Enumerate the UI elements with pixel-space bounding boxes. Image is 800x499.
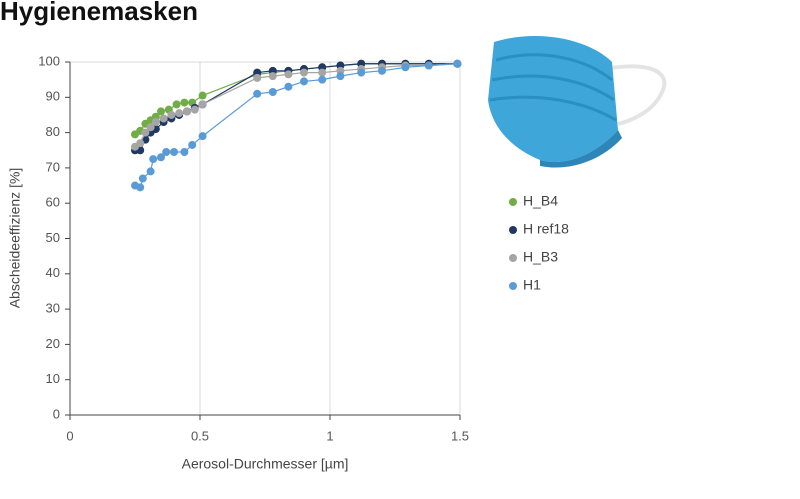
trend-line bbox=[134, 63, 458, 152]
legend-marker bbox=[509, 226, 517, 234]
y-tick-label: 90 bbox=[46, 89, 60, 104]
data-point bbox=[151, 118, 160, 127]
data-point bbox=[180, 148, 189, 157]
data-point bbox=[138, 174, 147, 183]
data-point bbox=[180, 98, 189, 107]
y-tick-label: 80 bbox=[46, 124, 60, 139]
y-tick-label: 100 bbox=[38, 53, 60, 68]
data-point bbox=[159, 114, 168, 123]
data-point bbox=[284, 70, 293, 79]
data-point bbox=[170, 148, 178, 157]
legend-marker bbox=[509, 282, 517, 290]
legend: H_B4 H ref18 H_B3 H1 bbox=[509, 193, 569, 293]
x-tick-label: 0.5 bbox=[191, 428, 209, 443]
data-point bbox=[378, 66, 386, 75]
legend-label: H_B3 bbox=[523, 249, 558, 265]
data-point bbox=[162, 148, 171, 157]
y-tick-label: 60 bbox=[46, 195, 60, 210]
data-point bbox=[172, 100, 181, 109]
data-point bbox=[188, 140, 197, 149]
legend-marker bbox=[509, 254, 517, 262]
x-tick-label: 1 bbox=[326, 428, 333, 443]
x-axis-title: Aerosol-Durchmesser [µm] bbox=[182, 456, 349, 472]
y-tick-label: 30 bbox=[46, 301, 60, 316]
data-point bbox=[318, 75, 327, 84]
data-point bbox=[453, 59, 462, 68]
y-tick-label: 70 bbox=[46, 159, 60, 174]
y-tick-label: 20 bbox=[46, 336, 60, 351]
data-point bbox=[136, 183, 145, 192]
data-point bbox=[424, 61, 433, 70]
y-tick-label: 40 bbox=[46, 265, 60, 280]
y-tick-label: 0 bbox=[53, 406, 60, 421]
legend-label: H ref18 bbox=[523, 221, 569, 237]
data-point bbox=[268, 72, 277, 81]
data-point bbox=[141, 128, 150, 137]
data-point bbox=[300, 77, 308, 86]
data-point bbox=[167, 110, 176, 119]
legend-label: H1 bbox=[523, 277, 541, 293]
data-point bbox=[318, 68, 327, 77]
data-point bbox=[253, 89, 262, 98]
data-point bbox=[183, 107, 191, 116]
data-point bbox=[198, 132, 207, 141]
legend-label: H_B4 bbox=[523, 193, 558, 209]
y-tick-label: 10 bbox=[46, 371, 60, 386]
data-point bbox=[357, 68, 366, 77]
data-point bbox=[146, 123, 155, 132]
mask-image bbox=[488, 35, 667, 168]
data-point bbox=[401, 63, 410, 72]
data-point bbox=[175, 109, 184, 118]
x-tick-label: 0 bbox=[66, 428, 73, 443]
data-point bbox=[157, 107, 165, 116]
y-axis-title: Abscheideeffizienz [%] bbox=[7, 168, 23, 309]
data-point bbox=[284, 82, 293, 91]
data-point bbox=[268, 88, 277, 97]
data-point bbox=[198, 91, 207, 100]
data-point bbox=[190, 105, 199, 114]
data-point bbox=[198, 100, 207, 109]
data-point bbox=[300, 68, 308, 77]
y-tick-label: 50 bbox=[46, 230, 60, 245]
x-tick-label: 1.5 bbox=[451, 428, 469, 443]
data-point bbox=[336, 72, 345, 81]
trend-line bbox=[134, 63, 458, 189]
data-point bbox=[253, 73, 262, 82]
data-point bbox=[146, 167, 155, 176]
data-point bbox=[149, 155, 158, 164]
data-point bbox=[157, 153, 165, 162]
chart-title: Hygienemasken bbox=[0, 0, 198, 26]
data-point bbox=[136, 139, 145, 148]
legend-marker bbox=[509, 198, 517, 206]
